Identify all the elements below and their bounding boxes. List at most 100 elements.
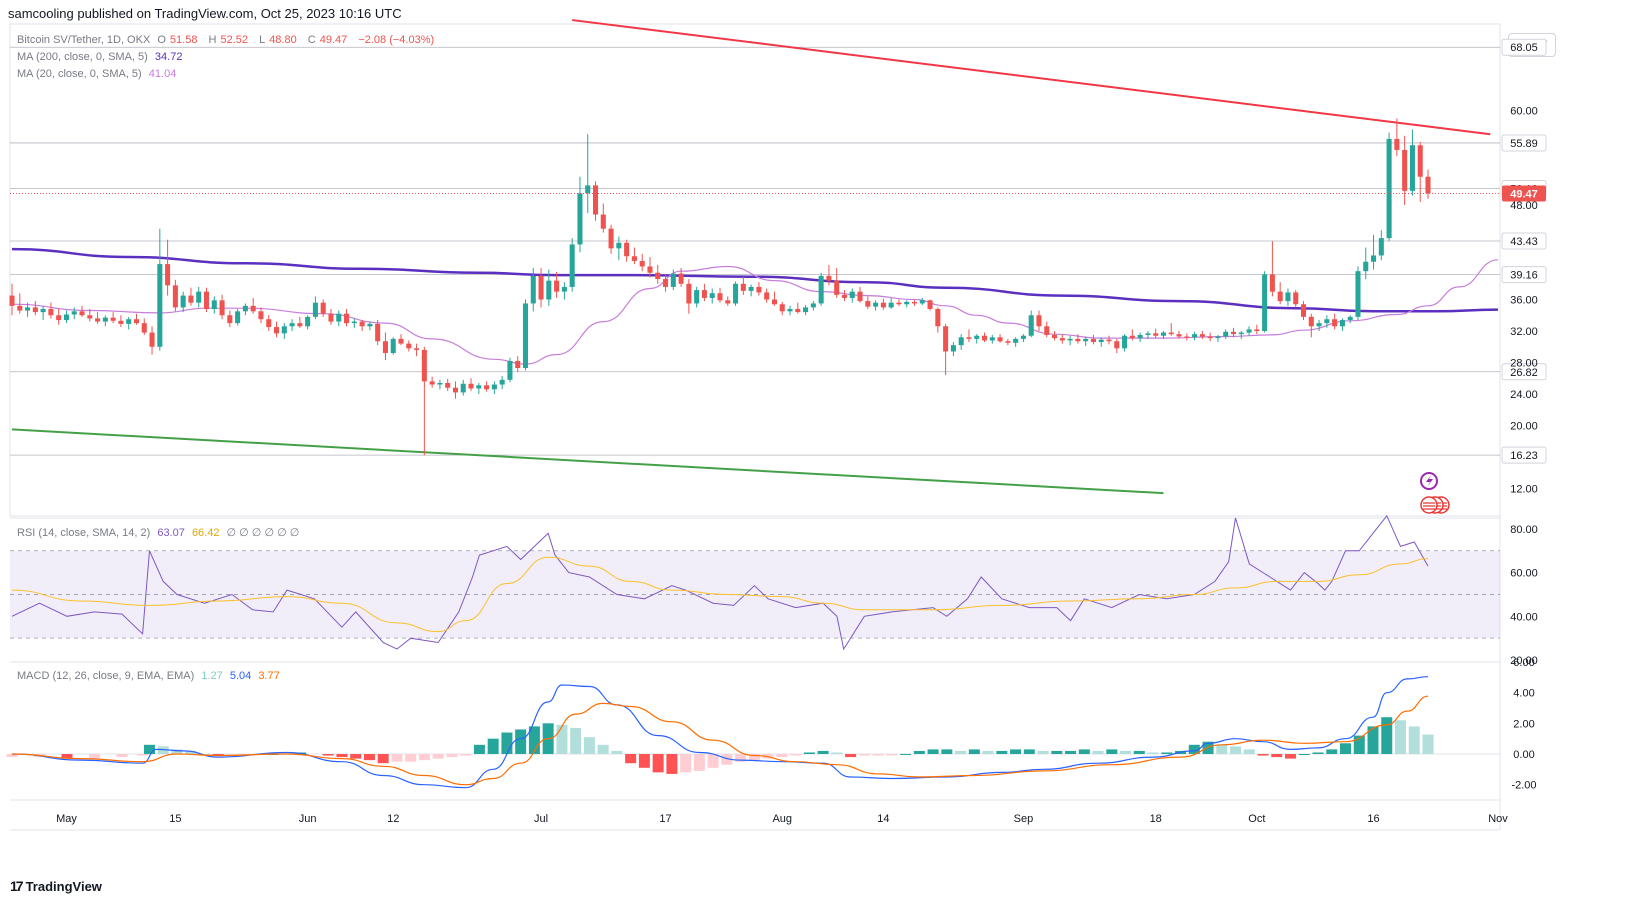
candle-body <box>1199 334 1205 337</box>
candle <box>141 318 147 335</box>
macd-histogram-bar <box>680 754 692 773</box>
macd-axis-label: 4.00 <box>1513 688 1534 700</box>
open-value: 51.58 <box>169 34 198 46</box>
candle-body <box>577 193 583 245</box>
candle-body <box>771 299 777 305</box>
candle-body <box>1168 332 1174 335</box>
candle-body <box>600 214 606 229</box>
candle-body <box>989 337 995 341</box>
macd-histogram-bar <box>721 754 733 765</box>
candle <box>880 298 886 310</box>
candle-body <box>250 305 256 312</box>
candle <box>663 274 669 292</box>
candle <box>1122 334 1128 352</box>
candle <box>647 257 653 278</box>
candle <box>1013 337 1019 347</box>
candle-body <box>1122 335 1128 349</box>
rsi-extra: ∅ ∅ ∅ ∅ ∅ ∅ <box>226 527 300 539</box>
macd-histogram-bar <box>982 750 994 754</box>
candle-body <box>663 279 669 287</box>
candle-body <box>1347 316 1353 320</box>
candle-body <box>17 305 23 311</box>
candle <box>507 357 513 383</box>
candle <box>1378 230 1384 261</box>
low-label: L <box>259 34 266 46</box>
candle-body <box>818 275 824 304</box>
candle-body <box>1153 333 1159 336</box>
candle-body <box>110 317 116 321</box>
macd-histogram-bar <box>1243 749 1255 754</box>
candle <box>725 296 731 306</box>
macd-histogram-bar <box>845 754 857 758</box>
candle-body <box>1394 138 1400 150</box>
candle <box>1137 332 1143 343</box>
candle-body <box>904 301 910 305</box>
candle-body <box>701 290 707 298</box>
candle <box>694 286 700 308</box>
candle-body <box>725 300 731 304</box>
candle-body <box>281 326 287 334</box>
macd-axis-label: 6.00 <box>1513 657 1534 669</box>
candle-body <box>849 291 855 298</box>
candle <box>701 283 707 302</box>
candle-body <box>826 275 832 281</box>
macd-histogram-bar <box>1188 744 1200 754</box>
low-value: 48.80 <box>269 34 297 46</box>
candle <box>981 332 988 343</box>
candle <box>429 376 435 388</box>
candle <box>235 308 241 326</box>
macd-histogram-bar <box>116 754 128 758</box>
candle-body <box>1339 319 1345 327</box>
candle <box>242 303 248 316</box>
candle <box>670 269 676 291</box>
candle <box>367 321 373 331</box>
macd-histogram-bar <box>446 754 458 758</box>
macd-histogram-bar <box>611 750 623 754</box>
macd-histogram-bar <box>1120 750 1132 754</box>
time-axis-label: 17 <box>659 813 671 825</box>
time-axis-label: 18 <box>1150 813 1162 825</box>
macd-histogram-bar <box>350 754 362 759</box>
candle-body <box>227 315 233 324</box>
candle <box>157 228 163 351</box>
candle <box>118 315 124 328</box>
candle <box>1207 332 1213 342</box>
candle <box>1300 301 1307 320</box>
candle-body <box>896 302 902 305</box>
candle <box>1316 319 1322 332</box>
candle-body <box>1355 271 1361 317</box>
candle-body <box>1300 304 1307 317</box>
candle-body <box>172 285 178 308</box>
candle <box>1324 315 1330 328</box>
level-price-box <box>1501 446 1547 464</box>
candle <box>561 282 567 300</box>
candle <box>1145 331 1151 339</box>
candle <box>585 134 591 213</box>
candle-body <box>834 280 840 295</box>
candle <box>841 290 848 302</box>
macd-histogram-bar <box>570 727 582 754</box>
macd-histogram-bar <box>1381 717 1393 754</box>
time-axis-label: Oct <box>1248 813 1265 825</box>
candle-body <box>1316 323 1322 327</box>
macd-histogram-bar <box>322 754 334 756</box>
macd-hist-value: 1.27 <box>201 670 223 682</box>
candle-body <box>857 291 863 302</box>
macd-histogram-bar <box>432 754 444 759</box>
candle <box>320 299 326 317</box>
candle <box>40 305 46 320</box>
last-price-box <box>1502 185 1546 202</box>
candle <box>1409 129 1415 196</box>
candle-body <box>1223 331 1229 337</box>
macd-signal-line <box>11 695 1429 786</box>
candle-body <box>445 382 451 388</box>
candle <box>1168 323 1174 336</box>
candle-body <box>1129 335 1135 339</box>
candle <box>1386 132 1392 242</box>
candle <box>974 334 980 344</box>
candle-body <box>733 283 739 304</box>
candle <box>997 334 1003 343</box>
candle-body <box>165 264 171 286</box>
candle <box>911 300 918 306</box>
